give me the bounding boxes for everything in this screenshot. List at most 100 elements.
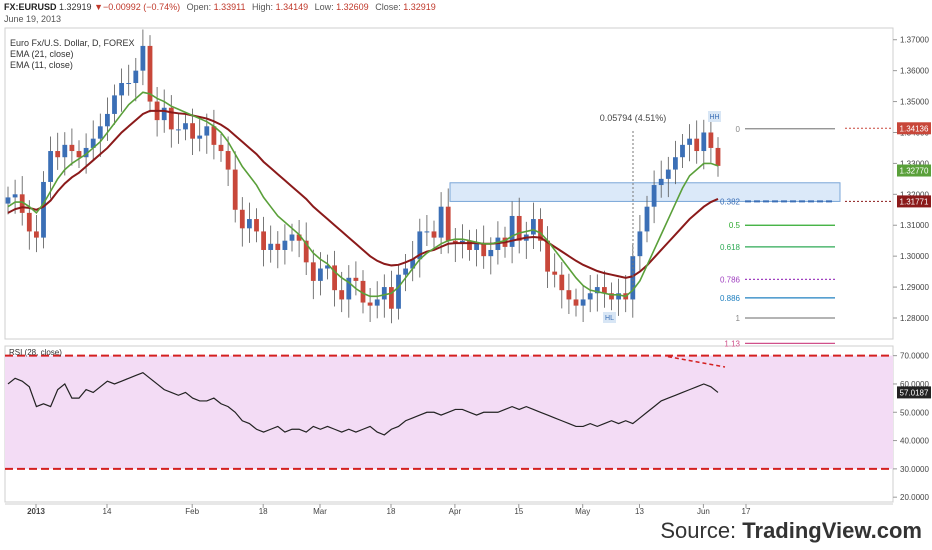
candle-body [531,219,536,235]
legend-title[interactable]: Euro Fx/U.S. Dollar, D, FOREX [10,38,135,48]
price-tick-label: 1.30000 [900,252,929,261]
candle-body [168,107,174,130]
hl-label: HL [605,315,614,322]
x-tick-label: Mar [313,507,327,516]
candle-body [609,293,614,300]
candle-body [644,206,650,232]
fib-label: 1.13 [724,339,740,348]
candle-body [268,243,274,250]
rsi-trendline [667,355,726,368]
x-tick-label: Feb [185,507,199,516]
candle-body [680,144,685,158]
candle-body [261,231,266,250]
candle-body [211,126,217,145]
candle-body [665,169,671,179]
candle-body [509,215,515,247]
candle-body [247,219,252,229]
candle-body [97,126,103,139]
x-tick-label: Jun [697,507,710,516]
candle-body [275,243,281,250]
ema11-line [7,91,719,298]
candle-body [19,194,25,213]
candle-body [112,95,117,114]
candle-body [119,83,124,96]
candle-body [225,151,231,170]
candle-body [708,132,714,148]
candle-body [538,219,543,241]
candle-body [353,277,359,281]
candle-body [204,126,210,136]
price-tick-label: 1.37000 [900,36,929,45]
candle-body [367,302,373,306]
candle-body [62,144,68,158]
candle-body [26,212,32,232]
candle-body [176,129,181,131]
candle-body [346,277,352,300]
hh-label: HH [709,114,719,121]
rsi-current-label: 57.0187 [900,388,929,397]
x-tick-label: 14 [103,507,112,516]
candle-body [161,107,167,121]
candle-body [467,240,472,250]
candle-body [417,231,423,260]
rsi-tick-label: 40.0000 [900,437,929,446]
price-tick-label: 1.36000 [900,67,929,76]
candle-body [545,240,550,272]
header-date: June 19, 2013 [4,14,62,24]
fib-label: 0.382 [720,197,741,206]
ema21-line [7,109,719,279]
candle-body [381,287,387,300]
source-brand: TradingView.com [742,518,922,543]
candle-body [445,206,451,241]
rsi-tick-label: 50.0000 [900,408,929,417]
candle-body [147,45,153,102]
down-arrow-icon: ▼ [94,2,104,12]
high-label: High: [252,2,274,12]
candle-body [310,262,316,281]
candle-body [580,299,586,306]
price-tick-label: 1.29000 [900,283,929,292]
ohlc-header: FX:EURUSD 1.32919 ▼−0.00992 (−0.74%) Ope… [4,2,436,12]
fib-label: 1 [736,314,741,323]
candle-body [69,144,75,152]
x-tick-label: 18 [387,507,396,516]
candle-body [133,70,139,84]
price-pane [4,27,894,340]
candle-body [360,280,366,303]
candle-body [76,151,82,158]
legend-ema11[interactable]: EMA (11, close) [10,60,73,70]
legend-ema21[interactable]: EMA (21, close) [10,49,74,59]
candle-body [701,132,707,152]
candle-body [55,151,61,158]
candle-body [410,259,416,269]
candle-body [339,290,345,300]
rsi-tick-label: 60.0000 [900,380,929,389]
price-tick-label: 1.35000 [900,98,929,107]
price-tag-label: 1.32770 [900,167,929,176]
candle-body [12,194,18,198]
candle-body [559,274,565,291]
candle-body [715,147,721,166]
candle-body [438,206,444,238]
fib-label: 0.886 [720,294,741,303]
symbol[interactable]: FX:EURUSD [4,2,57,12]
fib-label: 0.618 [720,243,741,252]
candle-body [83,147,89,158]
hh-badge [708,111,721,122]
low-value: 1.32609 [336,2,369,12]
candle-body [282,240,288,250]
candle-body [190,123,195,139]
close-value: 1.32919 [403,2,436,12]
candle-body [41,181,46,238]
candle-body [616,293,621,300]
open-value: 1.33911 [213,2,246,12]
price-tick-label: 1.28000 [900,314,929,323]
x-tick-label: 17 [742,507,751,516]
source-credit: Source: TradingView.com [660,518,922,544]
high-value: 1.34149 [275,2,309,12]
candle-body [424,231,430,233]
rsi-tick-label: 30.0000 [900,465,929,474]
candle-body [325,265,330,269]
candle-body [197,135,203,139]
